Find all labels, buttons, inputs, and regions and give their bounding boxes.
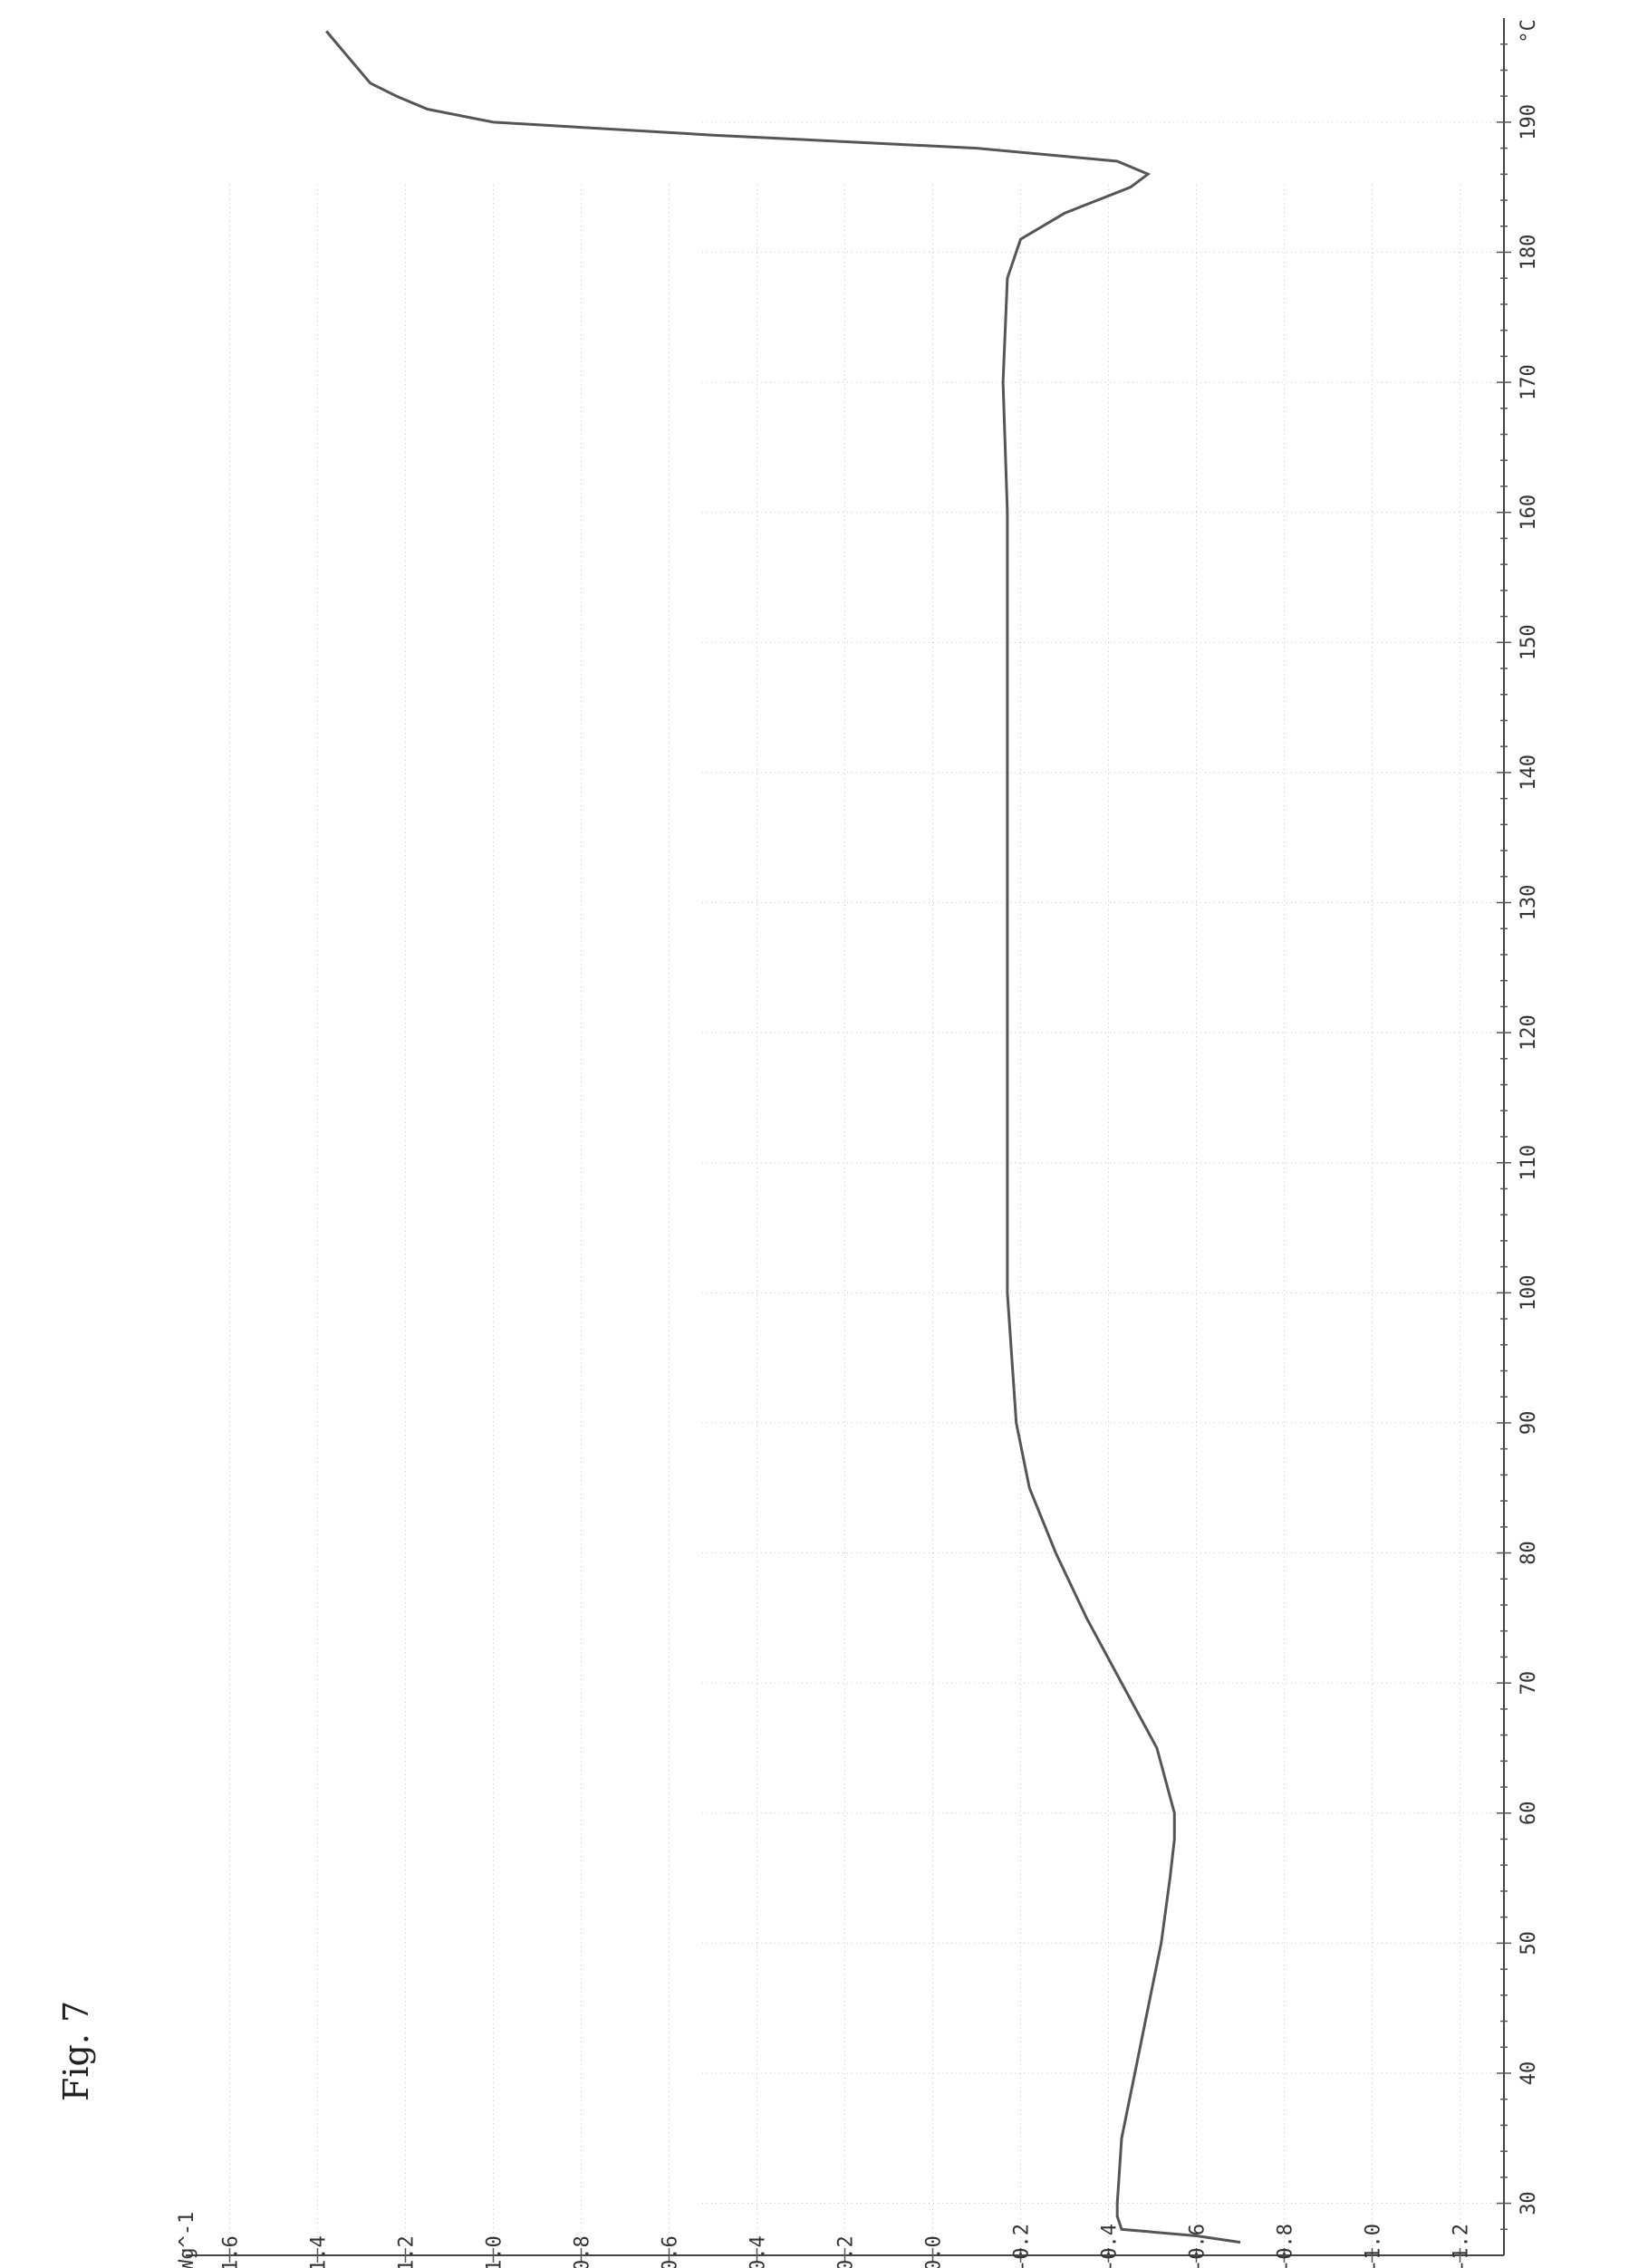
temperature-tick-label-150: 150 — [1518, 624, 1540, 660]
grid-layer — [230, 122, 1505, 2255]
temperature-tick-label-60: 60 — [1518, 1801, 1540, 1825]
temperature-tick-label-130: 130 — [1518, 885, 1540, 921]
temperature-tick-label-50: 50 — [1518, 1931, 1540, 1956]
temperature-tick-label-190: 190 — [1518, 104, 1540, 140]
heatflow-tick-label-0.0: 0.0 — [923, 2235, 946, 2268]
temperature-tick-label-120: 120 — [1518, 1014, 1540, 1051]
heatflow-tick-label-1.0: 1.0 — [484, 2235, 506, 2268]
heatflow-tick-label-1.4: 1.4 — [308, 2235, 331, 2268]
temperature-tick-label-170: 170 — [1518, 364, 1540, 400]
temperature-tick-label-180: 180 — [1518, 235, 1540, 271]
heatflow-tick-label-0.6: 0.6 — [660, 2235, 682, 2268]
heatflow-tick-label--1.2: -1.2 — [1450, 2224, 1473, 2268]
axes-layer: 1.6 1.4 1.2 1.0 0.8 0.6 0.4 0.2 0.0 -0.2 -0.4 -0.6 -… — [176, 18, 1540, 2268]
temperature-tick-label-110: 110 — [1518, 1145, 1540, 1181]
heatflow-tick-label-1.2: 1.2 — [396, 2235, 419, 2268]
temperature-tick-label-40: 40 — [1518, 2061, 1540, 2086]
heatflow-tick-label--0.6: -0.6 — [1187, 2224, 1209, 2268]
heatflow-unit-label: Wg^-1 — [176, 2212, 198, 2268]
heatflow-tick-label-0.2: 0.2 — [835, 2235, 858, 2268]
heatflow-tick-label-1.6: 1.6 — [220, 2235, 243, 2268]
temperature-tick-label-140: 140 — [1518, 754, 1540, 791]
temperature-tick-label-30: 30 — [1518, 2191, 1540, 2215]
temperature-unit-label: °C — [1518, 19, 1540, 43]
heatflow-tick-label--0.2: -0.2 — [1011, 2224, 1034, 2268]
heatflow-tick-label-0.8: 0.8 — [572, 2235, 594, 2268]
heatflow-tick-label--0.8: -0.8 — [1275, 2224, 1297, 2268]
curve-layer — [326, 31, 1240, 2242]
temperature-tick-label-160: 160 — [1518, 495, 1540, 531]
temperature-tick-label-80: 80 — [1518, 1541, 1540, 1565]
heatflow-tick-label--0.4: -0.4 — [1099, 2224, 1122, 2268]
temperature-tick-label-90: 90 — [1518, 1411, 1540, 1436]
series-line-0 — [326, 31, 1240, 2242]
temperature-tick-label-70: 70 — [1518, 1671, 1540, 1696]
temperature-tick-label-100: 100 — [1518, 1274, 1540, 1311]
heatflow-tick-label--1.0: -1.0 — [1363, 2224, 1385, 2268]
heatflow-tick-label-0.4: 0.4 — [747, 2235, 770, 2268]
